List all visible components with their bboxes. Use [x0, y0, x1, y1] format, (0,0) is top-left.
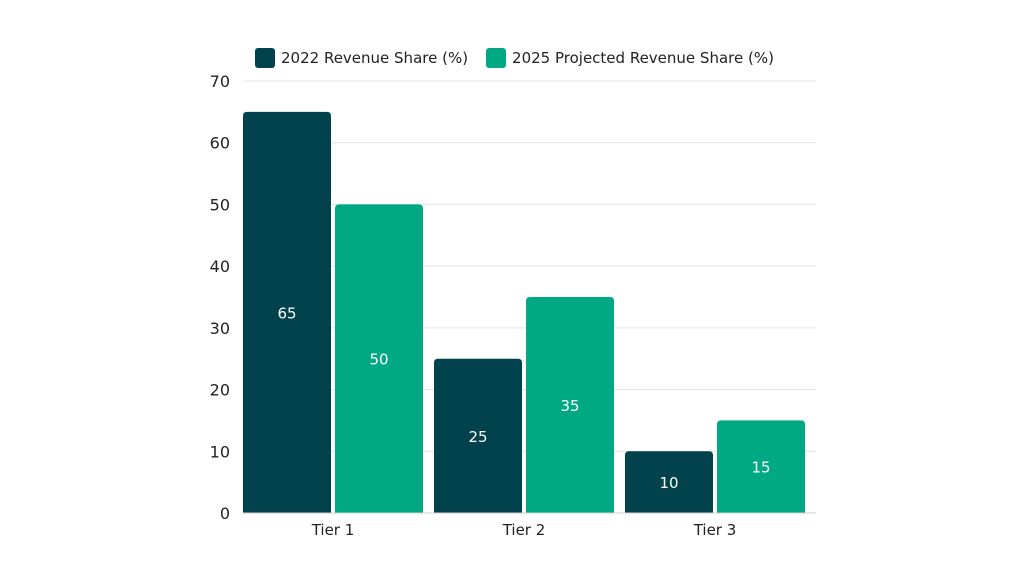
y-tick-label-60: 60	[210, 134, 230, 153]
data-label-2022-tier-1: 65	[277, 304, 296, 322]
legend-swatch-2022	[255, 48, 275, 68]
data-label-2025-tier-3: 15	[751, 459, 770, 477]
y-tick-label-20: 20	[210, 381, 230, 400]
legend: 2022 Revenue Share (%) 2025 Projected Re…	[255, 48, 792, 68]
bar-2022-tier-3	[625, 451, 713, 513]
y-tick-label-50: 50	[210, 195, 230, 214]
bar-2025-tier-3	[717, 420, 805, 513]
bar-2022-tier-1	[243, 111, 331, 513]
data-label-2022-tier-2: 25	[468, 428, 487, 446]
legend-swatch-2025	[486, 48, 507, 68]
y-tick-label-10: 10	[210, 442, 230, 461]
legend-item-2022: 2022 Revenue Share (%)	[255, 48, 468, 68]
data-label-2025-tier-1: 50	[369, 351, 388, 369]
bar-2025-tier-2	[526, 297, 614, 513]
legend-item-2025: 2025 Projected Revenue Share (%)	[486, 48, 774, 68]
x-tick-label-tier-3: Tier 3	[693, 521, 737, 539]
data-label-2022-tier-3: 10	[659, 474, 678, 492]
y-tick-label-0: 0	[220, 504, 230, 523]
y-tick-label-40: 40	[210, 257, 230, 276]
bar-2022-tier-2	[434, 358, 522, 513]
x-tick-label-tier-1: Tier 1	[311, 521, 355, 539]
y-tick-label-70: 70	[210, 72, 230, 91]
data-label-2025-tier-2: 35	[560, 397, 579, 415]
legend-label-2022: 2022 Revenue Share (%)	[281, 49, 469, 67]
x-tick-label-tier-2: Tier 2	[502, 521, 546, 539]
y-tick-label-30: 30	[210, 319, 230, 338]
bar-2025-tier-1	[335, 204, 423, 513]
legend-label-2025: 2025 Projected Revenue Share (%)	[512, 49, 774, 67]
